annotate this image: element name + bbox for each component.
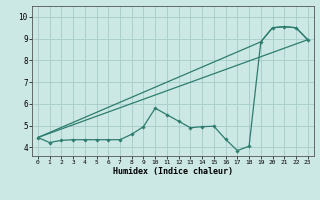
X-axis label: Humidex (Indice chaleur): Humidex (Indice chaleur) <box>113 167 233 176</box>
